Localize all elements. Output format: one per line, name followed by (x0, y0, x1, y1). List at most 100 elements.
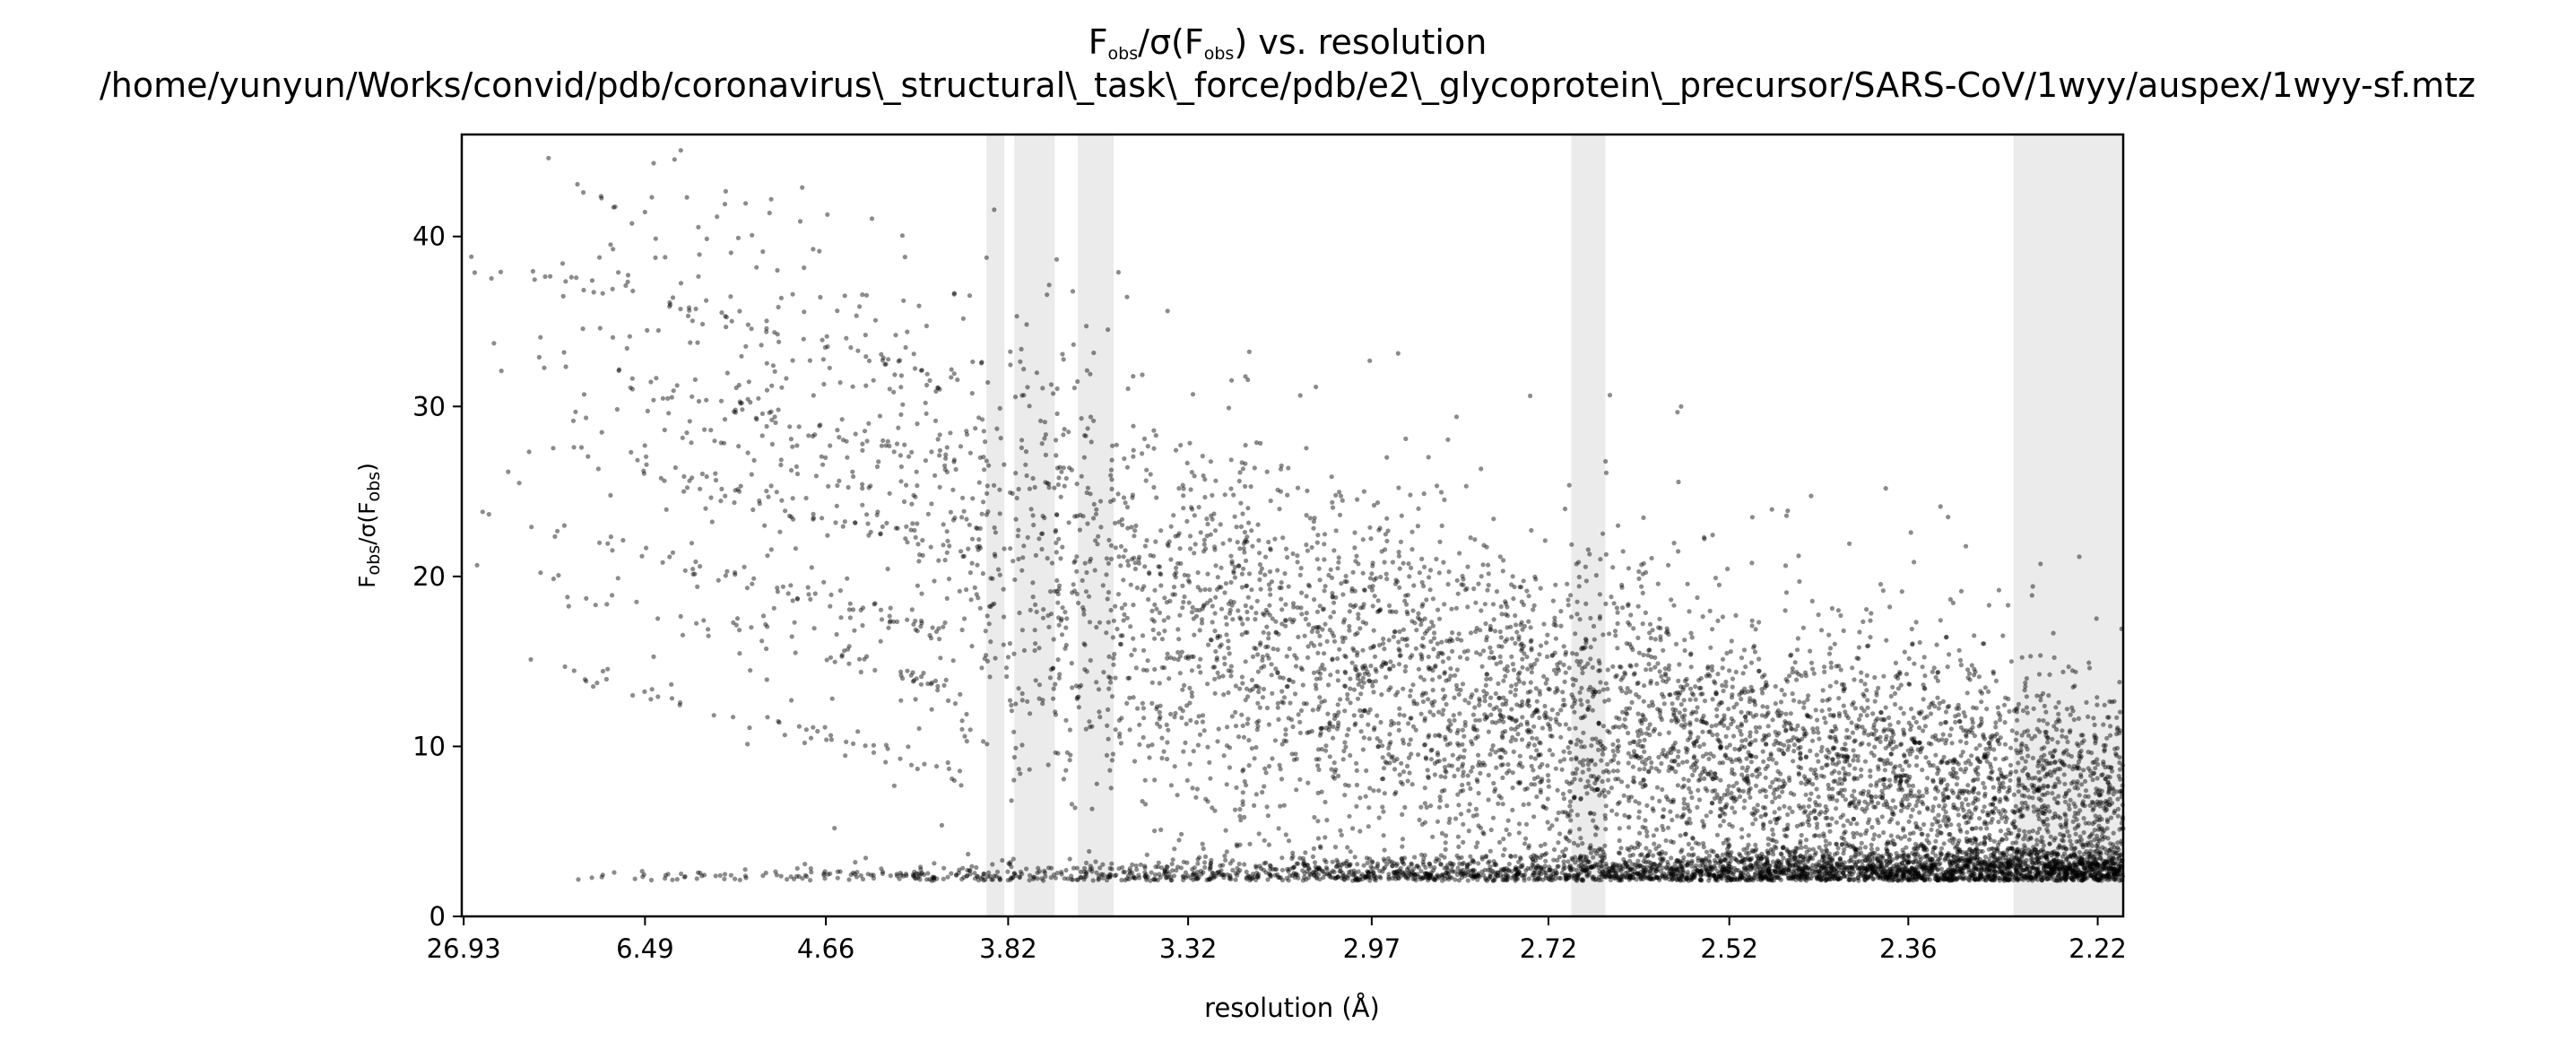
data-point (964, 516, 969, 522)
data-point (578, 445, 585, 450)
data-point (997, 487, 1002, 492)
data-point (1739, 859, 1744, 864)
data-point (1916, 871, 1921, 876)
data-point (2094, 863, 2099, 868)
data-point (959, 726, 965, 732)
data-point (1486, 797, 1491, 803)
data-point (1242, 862, 1247, 867)
data-point (1431, 646, 1436, 652)
data-point (1416, 611, 1421, 616)
data-point (1917, 639, 1922, 646)
data-point (1792, 849, 1799, 855)
data-point (1888, 761, 1894, 767)
ice-ring-band-3 (1571, 135, 1606, 916)
data-point (634, 599, 639, 604)
data-point (1277, 585, 1282, 591)
data-point (1647, 733, 1652, 738)
data-point (1997, 742, 2002, 747)
data-point (1479, 608, 1484, 613)
data-point (1626, 603, 1631, 609)
data-point (1610, 868, 1616, 873)
data-point (871, 742, 877, 748)
data-point (1822, 855, 1827, 861)
data-point (1630, 778, 1636, 784)
data-point (1276, 826, 1281, 831)
data-point (819, 454, 824, 459)
data-point (1886, 860, 1892, 866)
data-point (1182, 682, 1187, 689)
data-point (2112, 876, 2117, 881)
data-point (1687, 722, 1693, 727)
data-point (1118, 543, 1124, 549)
data-point (1912, 560, 1917, 565)
data-point (1936, 819, 1941, 824)
data-point (1610, 748, 1616, 754)
data-point (1408, 492, 1413, 498)
data-point (1145, 658, 1150, 664)
data-point (845, 455, 850, 460)
data-point (2025, 710, 2030, 716)
data-point (1130, 495, 1135, 500)
data-point (1268, 872, 1273, 879)
data-point (1718, 806, 1723, 811)
data-point (1977, 816, 1982, 821)
data-point (1136, 872, 1141, 878)
data-point (1618, 685, 1623, 690)
data-point (898, 412, 904, 417)
data-point (952, 515, 958, 521)
data-point (1652, 637, 1658, 642)
data-point (1561, 749, 1566, 754)
data-point (733, 385, 739, 391)
data-point (1182, 594, 1187, 600)
data-point (980, 874, 985, 880)
data-point (2045, 803, 2051, 810)
data-point (1921, 728, 1926, 733)
data-point (1458, 868, 1464, 874)
data-point (2094, 864, 2099, 870)
data-point (1232, 564, 1237, 570)
data-point (1490, 815, 1496, 820)
data-point (1221, 875, 1227, 881)
data-point (1774, 846, 1779, 851)
data-point (844, 335, 849, 341)
data-point (1042, 436, 1047, 441)
data-point (1866, 733, 1871, 738)
data-point (1019, 698, 1025, 703)
data-point (1104, 556, 1109, 561)
data-point (1671, 747, 1677, 752)
data-point (2041, 785, 2046, 791)
data-point (912, 366, 918, 371)
data-point (1420, 636, 1426, 641)
data-point (1446, 569, 1452, 575)
data-point (561, 350, 567, 355)
data-point (1661, 874, 1666, 880)
data-point (1162, 665, 1167, 671)
data-point (1928, 711, 1934, 716)
data-point (1944, 875, 1949, 881)
data-point (1437, 539, 1443, 544)
data-point (1426, 654, 1431, 660)
data-point (969, 863, 975, 869)
data-point (1314, 557, 1320, 562)
data-point (2106, 871, 2112, 876)
data-point (1159, 735, 1165, 741)
data-point (976, 543, 982, 549)
data-point (1268, 866, 1273, 872)
data-point (1107, 865, 1113, 871)
data-point (1800, 873, 1806, 879)
data-point (1408, 716, 1413, 721)
data-point (1609, 785, 1614, 791)
data-point (662, 427, 667, 433)
data-point (1208, 865, 1213, 871)
data-point (1867, 857, 1872, 863)
data-point (886, 357, 891, 362)
data-point (1962, 858, 1967, 863)
data-point (1081, 641, 1087, 646)
data-point (764, 677, 769, 682)
data-point (1092, 568, 1097, 573)
data-point (1424, 804, 1429, 811)
data-point (1749, 618, 1755, 623)
data-point (1048, 382, 1054, 387)
data-point (1798, 838, 1803, 844)
data-point (1747, 752, 1752, 758)
